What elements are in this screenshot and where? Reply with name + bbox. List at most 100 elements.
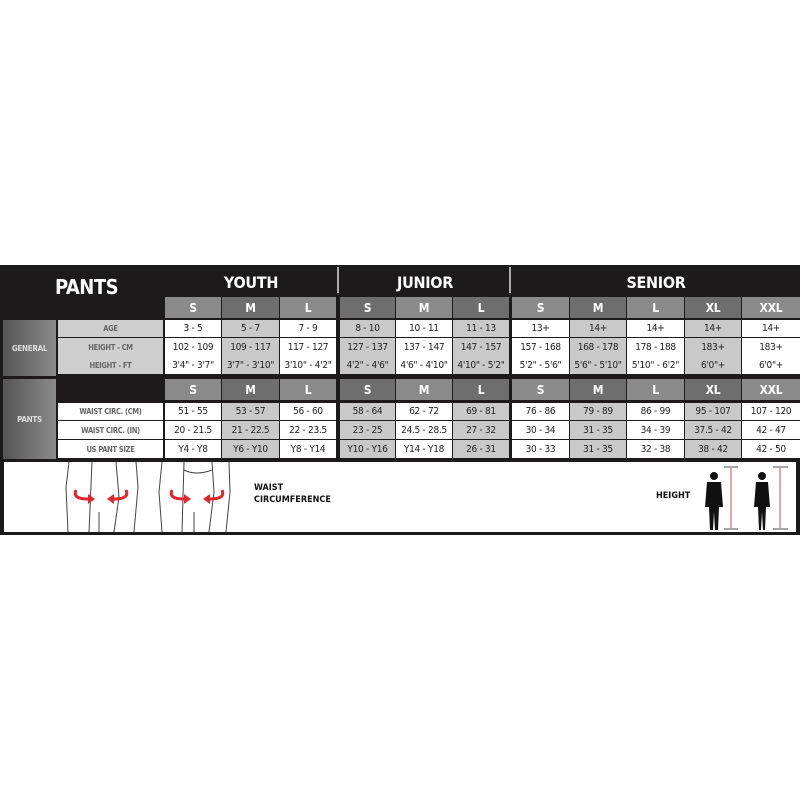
table-cell: 69 - 81 <box>453 403 509 420</box>
size-header-junior-s: S <box>340 379 395 400</box>
size-header-youth-l: L <box>280 297 336 318</box>
table-cell: 4'2" - 4'6" <box>340 356 395 374</box>
size-header-junior-l: L <box>453 297 509 318</box>
table-cell: 168 - 178 <box>570 338 626 356</box>
section-label-pants: PANTS <box>3 379 56 459</box>
table-cell: 10 - 11 <box>396 320 452 337</box>
waist-figures-icon <box>65 462 231 532</box>
table-cell: 38 - 42 <box>685 440 741 458</box>
table-cell: 14+ <box>627 320 684 337</box>
table-cell: 42 - 50 <box>742 440 800 458</box>
table-cell: 30 - 34 <box>512 421 569 439</box>
table-cell: 53 - 57 <box>222 403 279 420</box>
table-cell: 32 - 38 <box>627 440 684 458</box>
table-cell: 107 - 120 <box>742 403 800 420</box>
table-cell: 157 - 168 <box>512 338 569 356</box>
table-cell: 34 - 39 <box>627 421 684 439</box>
table-cell: 147 - 157 <box>453 338 509 356</box>
table-cell: 6'0"+ <box>742 356 800 374</box>
table-cell: 109 - 117 <box>222 338 279 356</box>
table-cell: 58 - 64 <box>340 403 395 420</box>
size-header-senior-l: L <box>627 297 684 318</box>
table-cell: 178 - 188 <box>627 338 684 356</box>
table-cell: 24.5 - 28.5 <box>396 421 452 439</box>
table-cell: 3'10" - 4'2" <box>280 356 336 374</box>
size-header-senior-m: M <box>570 379 626 400</box>
table-cell: 27 - 32 <box>453 421 509 439</box>
size-header-senior-xl: XL <box>685 297 741 318</box>
size-header-youth-s: S <box>165 379 221 400</box>
table-cell: 26 - 31 <box>453 440 509 458</box>
size-header-junior-l: L <box>453 379 509 400</box>
table-cell: 22 - 23.5 <box>280 421 336 439</box>
table-cell: 14+ <box>685 320 741 337</box>
row-label: US PANT SIZE <box>58 440 163 458</box>
size-header-youth-m: M <box>222 297 279 318</box>
table-cell: 5'2" - 5'6" <box>512 356 569 374</box>
table-cell: 37.5 - 42 <box>685 421 741 439</box>
table-cell: 14+ <box>742 320 800 337</box>
row-label: WAIST CIRC. (IN) <box>58 421 163 439</box>
table-cell: 6'0"+ <box>685 356 741 374</box>
table-cell: 31 - 35 <box>570 421 626 439</box>
table-cell: 95 - 107 <box>685 403 741 420</box>
table-cell: 127 - 137 <box>340 338 395 356</box>
size-header-senior-m: M <box>570 297 626 318</box>
row-label: AGE <box>58 320 163 337</box>
row-label: HEIGHT - FT <box>58 356 163 374</box>
size-header-youth-l: L <box>280 379 336 400</box>
table-cell: 102 - 109 <box>165 338 221 356</box>
table-cell: 13+ <box>512 320 569 337</box>
size-header-senior-l: L <box>627 379 684 400</box>
table-cell: 14+ <box>570 320 626 337</box>
pants-size-chart: PANTS WAIST CIRCUMFERENCE HEIGHT <box>0 265 800 535</box>
table-cell: 8 - 10 <box>340 320 395 337</box>
table-cell: 11 - 13 <box>453 320 509 337</box>
table-cell: 76 - 86 <box>512 403 569 420</box>
group-divider <box>337 267 339 293</box>
group-divider <box>509 267 511 293</box>
height-label: HEIGHT <box>656 491 691 501</box>
size-header-senior-s: S <box>512 297 569 318</box>
table-cell: Y8 - Y14 <box>280 440 336 458</box>
table-cell: 31 - 35 <box>570 440 626 458</box>
table-cell: 183+ <box>742 338 800 356</box>
table-cell: 86 - 99 <box>627 403 684 420</box>
table-cell: 51 - 55 <box>165 403 221 420</box>
size-header-junior-m: M <box>396 297 452 318</box>
table-cell: 137 - 147 <box>396 338 452 356</box>
group-header-senior: SENIOR <box>626 272 686 292</box>
table-cell: 4'6" - 4'10" <box>396 356 452 374</box>
table-cell: 42 - 47 <box>742 421 800 439</box>
table-cell: 5'6" - 5'10" <box>570 356 626 374</box>
row-label: HEIGHT - CM <box>58 338 163 356</box>
size-header-junior-m: M <box>396 379 452 400</box>
table-cell: 7 - 9 <box>280 320 336 337</box>
table-cell: Y14 - Y18 <box>396 440 452 458</box>
waist-label: WAIST CIRCUMFERENCE <box>254 483 331 505</box>
row-label: WAIST CIRC. (CM) <box>58 403 163 420</box>
measurement-guide: WAIST CIRCUMFERENCE HEIGHT <box>4 462 796 532</box>
chart-title: PANTS <box>55 275 119 299</box>
table-cell: Y10 - Y16 <box>340 440 395 458</box>
size-header-senior-s: S <box>512 379 569 400</box>
table-cell: 5'10" - 6'2" <box>627 356 684 374</box>
table-cell: 79 - 89 <box>570 403 626 420</box>
section-label-general: GENERAL <box>3 320 56 376</box>
size-header-youth-m: M <box>222 379 279 400</box>
table-cell: 117 - 127 <box>280 338 336 356</box>
size-header-junior-s: S <box>340 297 395 318</box>
table-cell: 23 - 25 <box>340 421 395 439</box>
table-cell: 3 - 5 <box>165 320 221 337</box>
size-header-senior-xl: XL <box>685 379 741 400</box>
group-header-junior: JUNIOR <box>397 272 453 292</box>
size-header-senior-xxl: XXL <box>742 379 800 400</box>
table-cell: 62 - 72 <box>396 403 452 420</box>
table-cell: Y6 - Y10 <box>222 440 279 458</box>
table-cell: 30 - 33 <box>512 440 569 458</box>
table-cell: Y4 - Y8 <box>165 440 221 458</box>
table-cell: 3'4" - 3'7" <box>165 356 221 374</box>
size-header-youth-s: S <box>165 297 221 318</box>
height-figures-icon <box>705 466 788 530</box>
table-cell: 3'7" - 3'10" <box>222 356 279 374</box>
